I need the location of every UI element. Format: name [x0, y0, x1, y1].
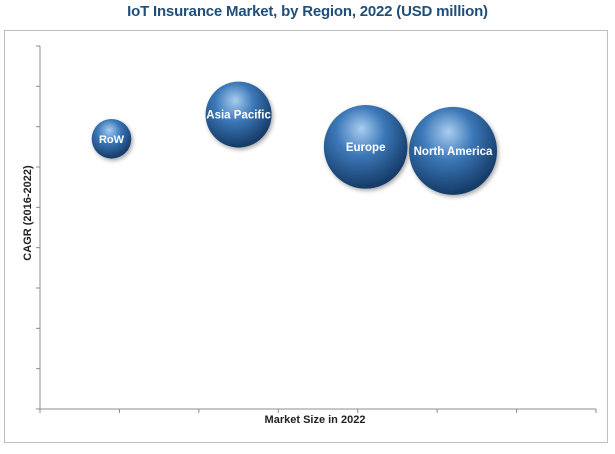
bubbles-group: RoW Asia Pacific Europe North America [91, 81, 498, 195]
x-axis-label: Market Size in 2022 [265, 414, 366, 426]
chart-frame [4, 30, 608, 443]
axes [36, 45, 597, 413]
bubble-label-asia-pacific: Asia Pacific [206, 110, 271, 122]
bubble-label-europe: Europe [346, 142, 386, 154]
bubble-label-row: RoW [99, 134, 125, 146]
y-axis-label: CAGR (2016-2022) [22, 165, 34, 261]
bubble-label-north-america: North America [414, 146, 493, 158]
bubble-row [91, 118, 132, 159]
chart-title: IoT Insurance Market, by Region, 2022 (U… [127, 3, 488, 20]
bubble-north-america [409, 106, 498, 195]
bubble-asia-pacific [205, 81, 272, 148]
bubble-europe [323, 105, 408, 189]
